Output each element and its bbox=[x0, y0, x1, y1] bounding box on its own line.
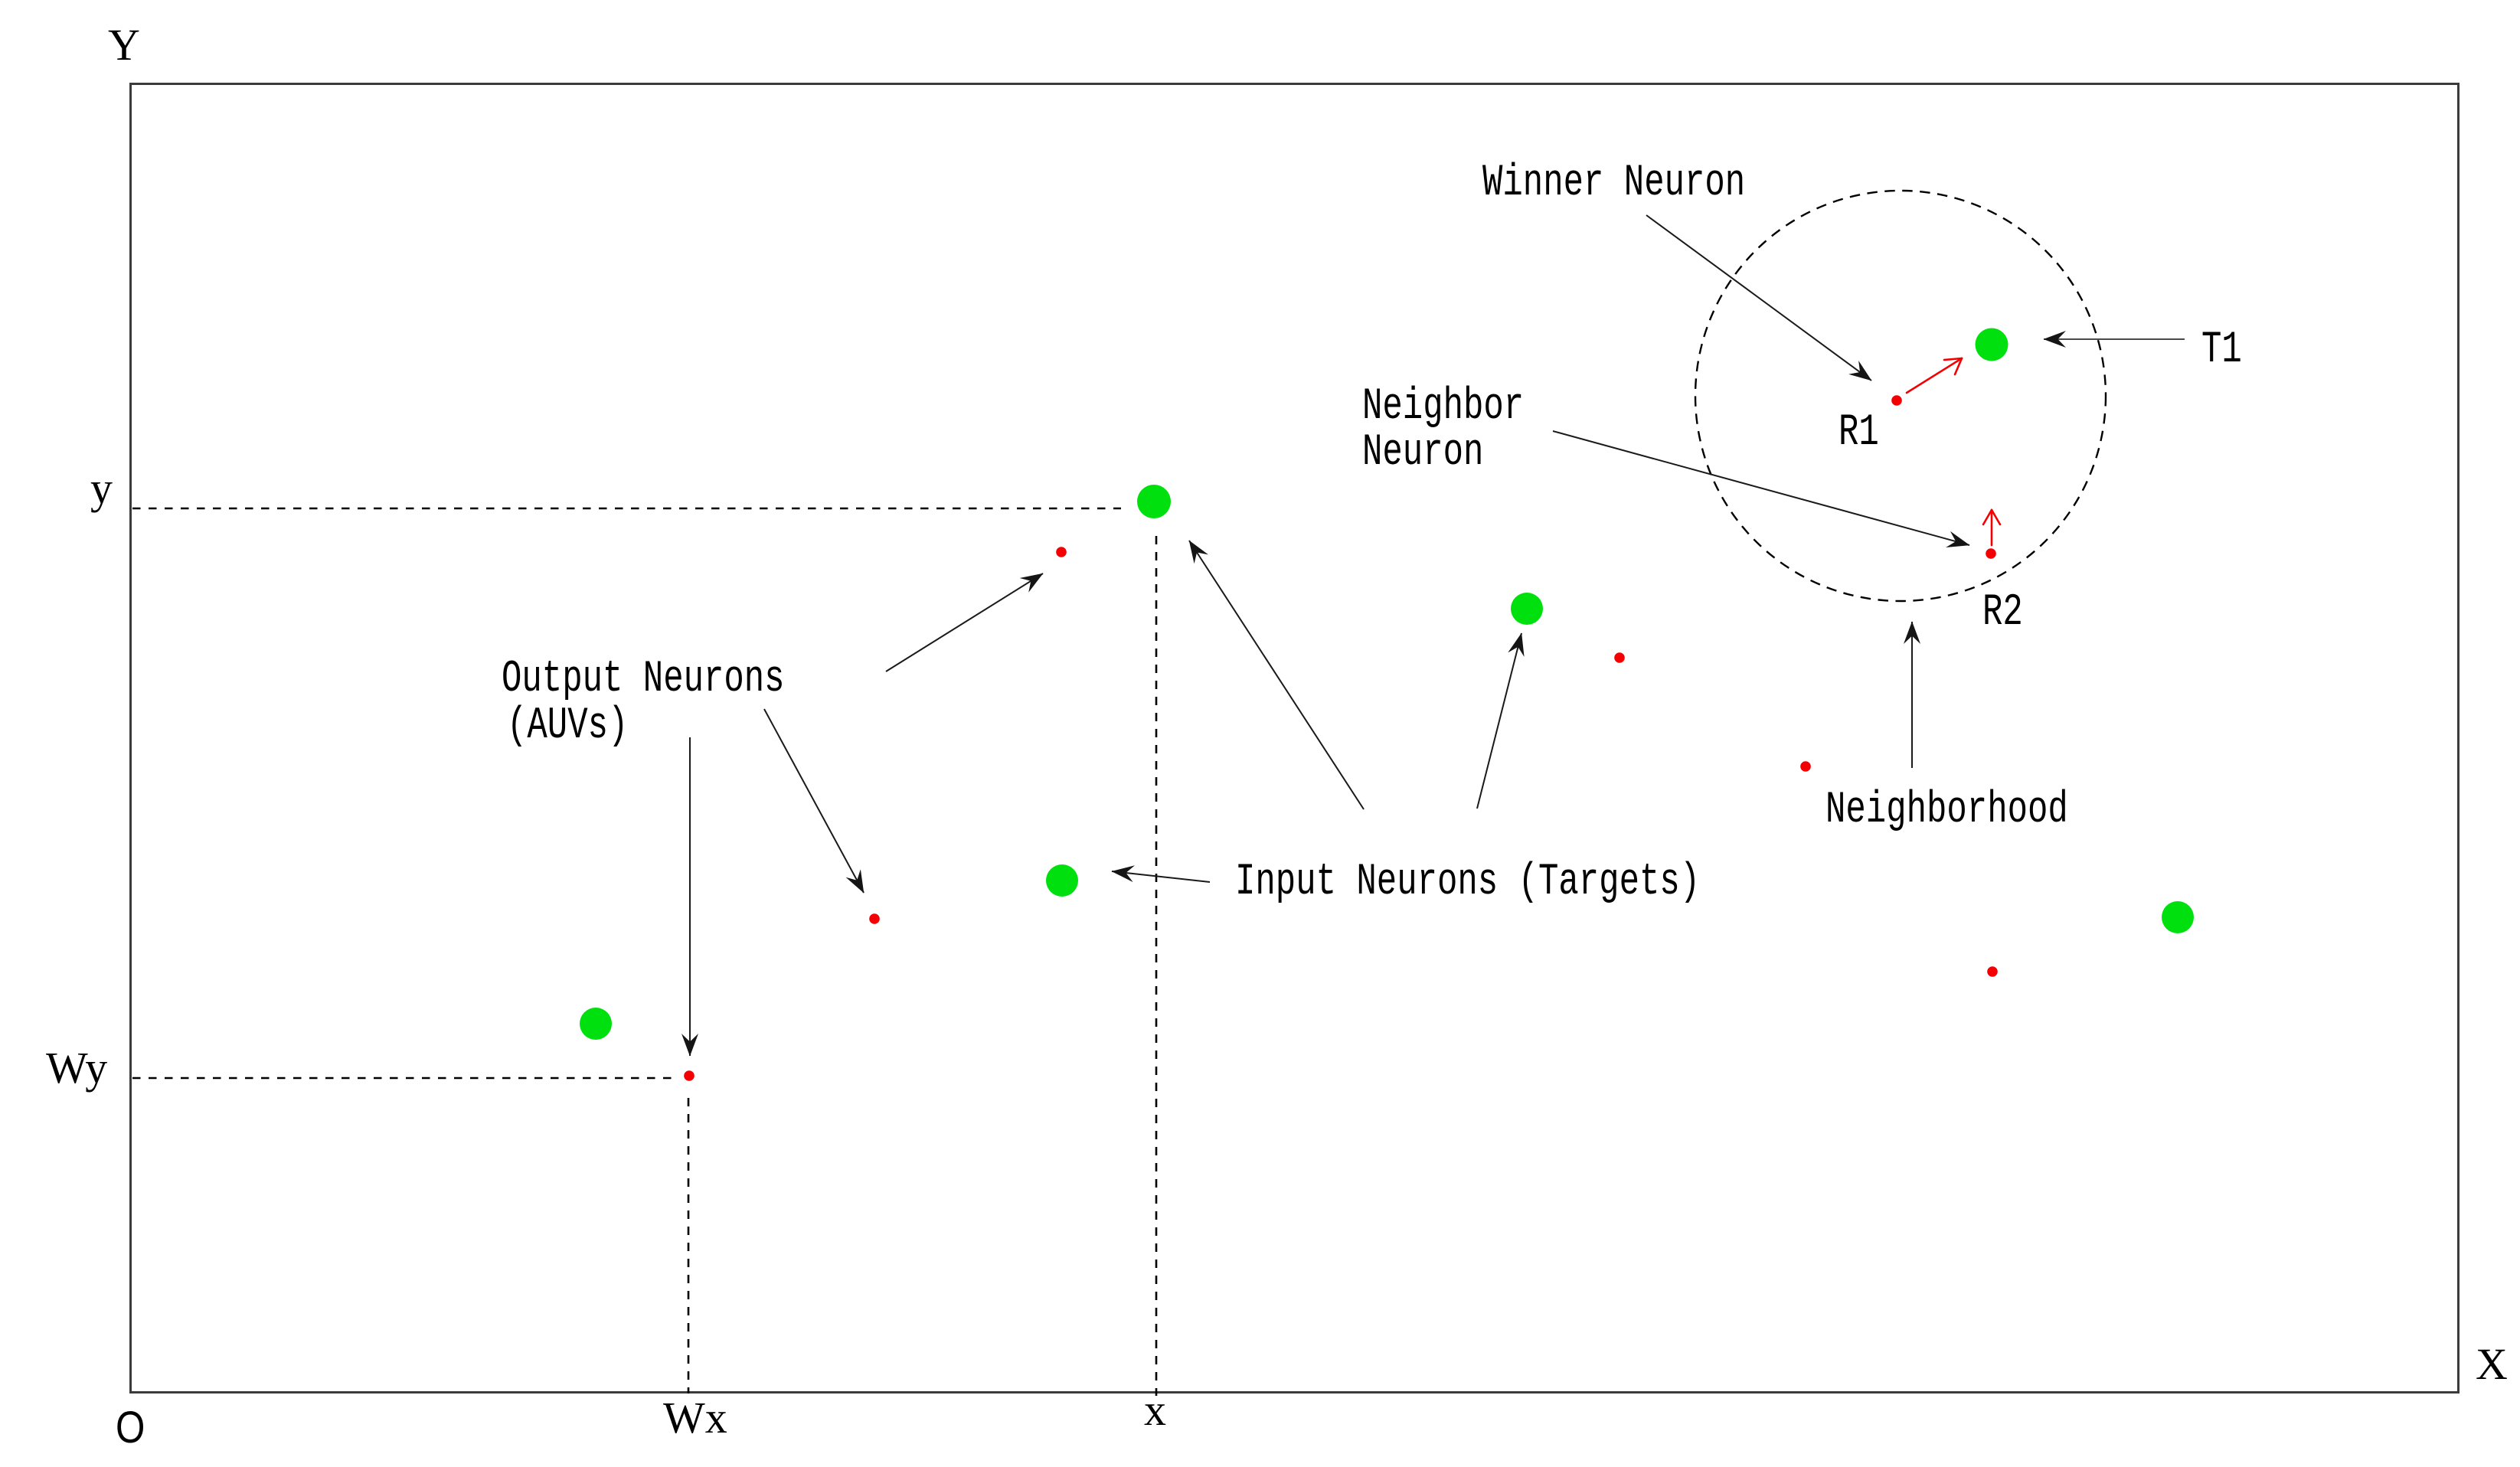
svg-text:X: X bbox=[2476, 1339, 2508, 1389]
svg-text:y: y bbox=[90, 463, 113, 513]
svg-text:Input Neurons (Targets): Input Neurons (Targets) bbox=[1235, 858, 1700, 907]
svg-text:(AUVs): (AUVs) bbox=[507, 701, 628, 751]
svg-text:Wy: Wy bbox=[46, 1043, 107, 1093]
svg-text:Output Neurons: Output Neurons bbox=[502, 655, 785, 704]
svg-text:R1: R1 bbox=[1839, 408, 1879, 458]
svg-text:Neuron: Neuron bbox=[1362, 428, 1483, 478]
svg-text:Y: Y bbox=[108, 20, 140, 70]
svg-text:R2: R2 bbox=[1982, 588, 2023, 638]
svg-text:O: O bbox=[116, 1403, 145, 1452]
svg-text:T1: T1 bbox=[2201, 325, 2242, 375]
svg-text:Wx: Wx bbox=[663, 1393, 727, 1442]
svg-text:Neighborhood: Neighborhood bbox=[1825, 786, 2068, 835]
svg-text:Neighbor: Neighbor bbox=[1362, 382, 1524, 432]
svg-text:Winner Neuron: Winner Neuron bbox=[1482, 158, 1745, 208]
svg-text:x: x bbox=[1144, 1385, 1166, 1435]
